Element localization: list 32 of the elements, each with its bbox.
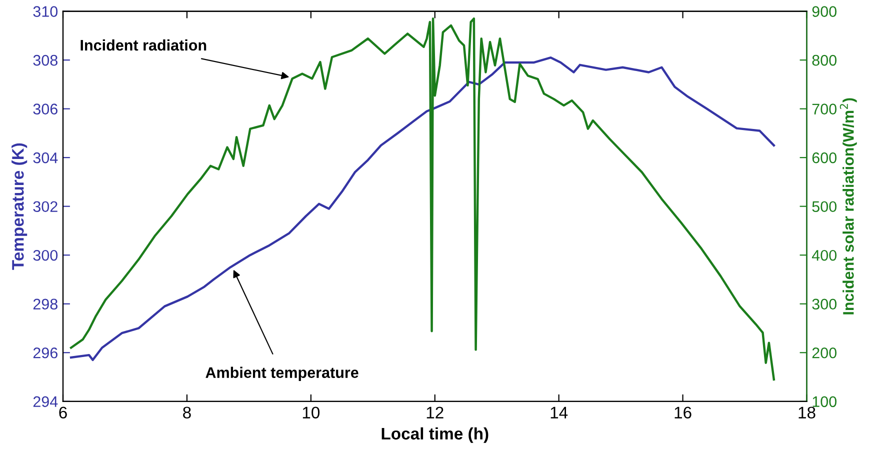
x-tick-label: 14: [550, 406, 568, 418]
y-tick-label: 308: [33, 54, 58, 66]
y2-tick-label: 300: [812, 298, 837, 310]
x-tick-label: 8: [183, 406, 191, 418]
line-series: [70, 56, 776, 362]
y2-tick-label: 500: [812, 201, 837, 212]
x-tick-label: 16: [674, 406, 692, 418]
x-tick-label: 6: [59, 406, 67, 418]
y2-tick-label: 100: [812, 396, 837, 408]
y-tick-label: 310: [33, 6, 58, 17]
y-tick-label: 306: [33, 104, 58, 114]
y-tick-label: 294: [33, 396, 58, 408]
annotation: Ambient temperature: [206, 366, 358, 382]
y-axis-title: Temperature (K): [12, 143, 28, 270]
y-tick-label: 300: [33, 250, 58, 261]
y-tick-label: 298: [33, 298, 58, 310]
y2-tick-label: 600: [812, 152, 837, 164]
y2-axis-title: Incident solar radiation(W/m$^{2}$): [840, 98, 857, 314]
y2-tick-label: 700: [812, 104, 837, 114]
x-axis-title: Local time (h): [382, 427, 488, 443]
y-tick-label: 304: [33, 152, 58, 164]
y2-tick-label: 800: [812, 54, 837, 66]
x-tick-label: 12: [426, 406, 444, 418]
line-series: [70, 17, 776, 381]
annotation: Incident radiation: [80, 39, 206, 51]
y2-tick-label: 400: [812, 250, 837, 261]
y2-tick-label: 900: [812, 6, 837, 17]
x-tick-label: 10: [302, 406, 320, 418]
y-tick-label: 302: [33, 201, 58, 212]
y-tick-label: 296: [33, 347, 58, 358]
y2-tick-label: 200: [812, 347, 837, 358]
x-tick-label: 18: [798, 406, 816, 418]
